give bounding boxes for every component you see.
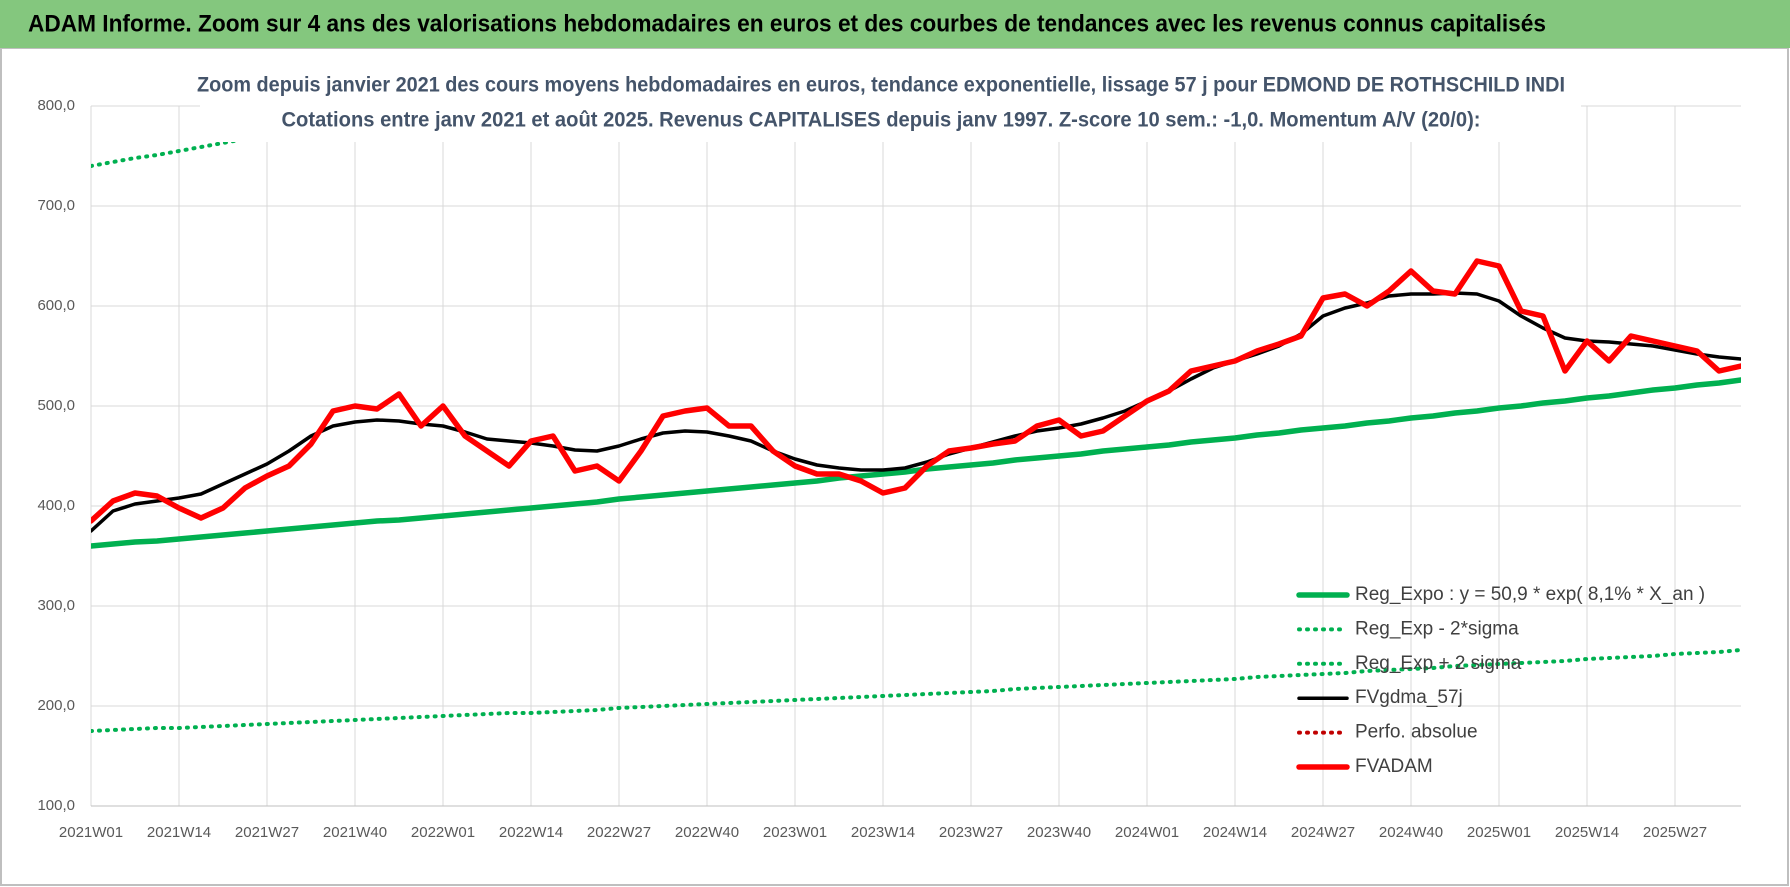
series-line: [91, 291, 1741, 533]
y-tick-label: 100,0: [37, 797, 75, 814]
x-tick-label: 2022W40: [675, 824, 739, 841]
grid: [90, 105, 1741, 807]
legend-label: FVgdma_57j: [1355, 687, 1463, 708]
series-line: [91, 377, 1741, 549]
x-tick-label: 2023W27: [939, 824, 1003, 841]
x-tick-label: 2024W27: [1291, 824, 1355, 841]
x-tick-label: 2023W40: [1027, 824, 1091, 841]
x-tick-label: 2024W40: [1379, 824, 1443, 841]
series-line: [91, 258, 1741, 524]
x-tick-label: 2021W01: [59, 824, 123, 841]
x-tick-label: 2022W01: [411, 824, 475, 841]
chart-title: ADAM Informe. Zoom sur 4 ans des valoris…: [28, 10, 1546, 37]
subtitle: Zoom depuis janvier 2021 des cours moyen…: [197, 74, 1565, 97]
legend-label: Perfo. absolue: [1355, 722, 1478, 743]
x-tick-label: 2022W14: [499, 824, 563, 841]
y-tick-label: 800,0: [37, 97, 75, 114]
legend-label: Reg_Exp + 2 sigma: [1355, 653, 1522, 674]
y-tick-label: 600,0: [37, 297, 75, 314]
legend-label: FVADAM: [1355, 756, 1433, 777]
plot-area: [91, 106, 1741, 733]
title-bar: [0, 0, 1790, 48]
legend-label: Reg_Exp - 2*sigma: [1355, 618, 1519, 639]
x-tick-label: 2025W27: [1643, 824, 1707, 841]
x-tick-label: 2022W27: [587, 824, 651, 841]
legend-label: Reg_Expo : y = 50,9 * exp( 8,1% * X_an ): [1355, 584, 1705, 605]
x-tick-label: 2023W01: [763, 824, 827, 841]
y-tick-label: 700,0: [37, 197, 75, 214]
subtitle-box: [200, 68, 1581, 142]
x-tick-label: 2023W14: [851, 824, 915, 841]
y-tick-label: 500,0: [37, 397, 75, 414]
x-tick-label: 2021W27: [235, 824, 299, 841]
x-tick-label: 2021W14: [147, 824, 211, 841]
y-tick-label: 200,0: [37, 697, 75, 714]
subtitle: Cotations entre janv 2021 et août 2025. …: [282, 109, 1481, 132]
x-tick-label: 2024W01: [1115, 824, 1179, 841]
series-line: [91, 648, 1741, 733]
y-tick-label: 300,0: [37, 597, 75, 614]
axes: 100,0 200,0 300,0 400,0 500,0 600,0 700,0 800,0…: [37, 97, 1741, 841]
x-tick-label: 2021W40: [323, 824, 387, 841]
legend: Reg_Expo : y = 50,9 * exp( 8,1% * X_an )…: [1296, 584, 1705, 777]
x-tick-label: 2025W01: [1467, 824, 1531, 841]
x-tick-label: 2025W14: [1555, 824, 1619, 841]
y-tick-label: 400,0: [37, 497, 75, 514]
x-tick-label: 2024W14: [1203, 824, 1267, 841]
